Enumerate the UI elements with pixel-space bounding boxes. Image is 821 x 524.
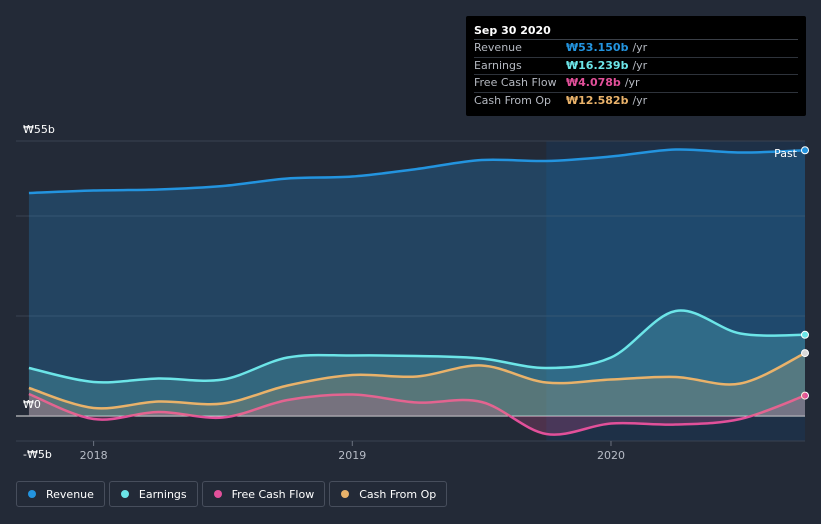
earnings-dot-icon <box>120 490 129 498</box>
tooltip-value: ₩53.150b <box>566 41 629 54</box>
tooltip-unit: /yr <box>632 93 648 107</box>
legend-label: Free Cash Flow <box>231 487 315 501</box>
cash-from-op-line <box>28 351 806 410</box>
cash-from-op-end-point[interactable] <box>801 349 809 358</box>
revenue-end-point[interactable] <box>801 146 809 155</box>
free-cash-flow-line <box>28 392 806 436</box>
legend-item-free-cash-flow[interactable]: Free Cash Flow <box>201 481 326 507</box>
x-tick-label-2019: 2019 <box>338 449 366 462</box>
x-tick-label-2018: 2018 <box>80 449 108 462</box>
tooltip-unit: /yr <box>624 76 640 89</box>
tooltip-row-free-cash-flow: Free Cash Flow ₩4.078b /yr <box>474 75 798 93</box>
earnings-area <box>28 310 805 416</box>
revenue-area <box>28 149 805 417</box>
tooltip-value: ₩16.239b <box>566 58 629 72</box>
x-tick-label-2020: 2020 <box>597 449 625 462</box>
tooltip-row-earnings: Earnings ₩16.239b /yr <box>474 58 798 75</box>
cash-from-op-dot-icon <box>341 490 350 498</box>
earnings-line <box>28 309 806 384</box>
tooltip-row-revenue: Revenue ₩53.150b /yr <box>474 40 798 58</box>
y-tick-label-55b: ₩55b <box>23 123 55 136</box>
legend-item-earnings[interactable]: Earnings <box>108 481 198 507</box>
tooltip-label: Free Cash Flow <box>474 76 557 89</box>
tooltip: Sep 30 2020 Revenue ₩53.150b /yr Earning… <box>466 16 806 116</box>
grid-lines <box>16 140 805 446</box>
free-cash-flow-dot-icon <box>213 490 222 498</box>
revenue-line <box>28 148 806 195</box>
legend-item-revenue[interactable]: Revenue <box>16 481 105 507</box>
legend-label: Earnings <box>138 487 187 501</box>
tooltip-label: Earnings <box>474 58 522 72</box>
past-label: Past <box>774 147 798 160</box>
y-axis-labels: ₩55b ₩0 -₩5b <box>23 123 55 461</box>
forecast-highlight-band <box>546 141 805 441</box>
free-cash-flow-area <box>28 394 805 435</box>
tooltip-label: Cash From Op <box>474 93 552 107</box>
tooltip-unit: /yr <box>632 58 648 72</box>
legend-label: Revenue <box>46 487 94 501</box>
series-layer <box>28 146 809 436</box>
tooltip-row-cash-from-op: Cash From Op ₩12.582b /yr <box>474 93 798 110</box>
free-cash-flow-end-point[interactable] <box>801 391 809 400</box>
earnings-end-point[interactable] <box>801 330 809 339</box>
revenue-dot-icon <box>28 490 36 498</box>
tooltip-label: Revenue <box>474 41 522 54</box>
legend: Revenue Earnings Free Cash Flow Cash Fro… <box>16 481 448 507</box>
legend-label: Cash From Op <box>359 487 437 501</box>
y-tick-label-neg5b: -₩5b <box>23 448 52 461</box>
y-tick-label-0: ₩0 <box>23 398 41 411</box>
tooltip-value: ₩4.078b <box>566 76 621 89</box>
x-axis-labels: 2018 2019 2020 <box>80 449 625 462</box>
legend-item-cash-from-op[interactable]: Cash From Op <box>329 481 448 507</box>
cash-from-op-area <box>28 353 805 416</box>
tooltip-value: ₩12.582b <box>566 93 629 107</box>
tooltip-unit: /yr <box>632 41 648 54</box>
tooltip-date: Sep 30 2020 <box>474 23 798 40</box>
